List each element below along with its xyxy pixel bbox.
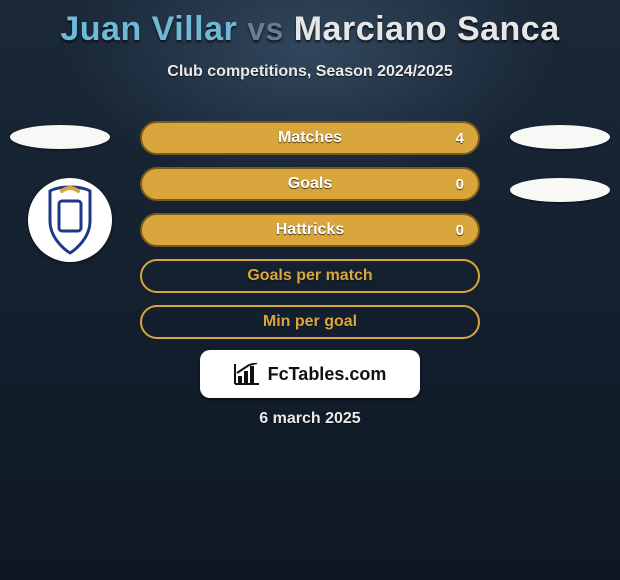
club-badge: [28, 178, 112, 262]
player1-photo-placeholder-1: [10, 125, 110, 149]
stats-table: Matches 4 Goals 0 Hattricks 0 Goals per match M…: [140, 121, 480, 351]
player2-photo-placeholder-1: [510, 125, 610, 149]
player1-name: Juan Villar: [60, 10, 237, 48]
stat-row: Min per goal: [140, 305, 480, 339]
vs-label: vs: [247, 11, 284, 47]
stat-label: Min per goal: [263, 313, 357, 331]
stat-label: Matches: [278, 129, 342, 147]
site-attribution[interactable]: FcTables.com: [200, 350, 420, 398]
comparison-title: Juan Villar vs Marciano Sanca: [0, 0, 620, 49]
stat-row: Matches 4: [140, 121, 480, 155]
subtitle: Club competitions, Season 2024/2025: [0, 63, 620, 81]
site-label: FcTables.com: [268, 364, 387, 385]
stat-value-right: 4: [456, 130, 464, 147]
player2-photo-placeholder-2: [510, 178, 610, 202]
player2-name: Marciano Sanca: [294, 10, 560, 48]
stat-label: Hattricks: [276, 221, 344, 239]
bar-chart-icon: [234, 363, 260, 385]
stat-label: Goals: [288, 175, 332, 193]
stat-label: Goals per match: [247, 267, 372, 285]
stat-value-right: 0: [456, 222, 464, 239]
stat-row: Goals per match: [140, 259, 480, 293]
shield-icon: [42, 185, 98, 255]
date-label: 6 march 2025: [0, 410, 620, 428]
stat-value-right: 0: [456, 176, 464, 193]
stat-row: Hattricks 0: [140, 213, 480, 247]
stat-row: Goals 0: [140, 167, 480, 201]
